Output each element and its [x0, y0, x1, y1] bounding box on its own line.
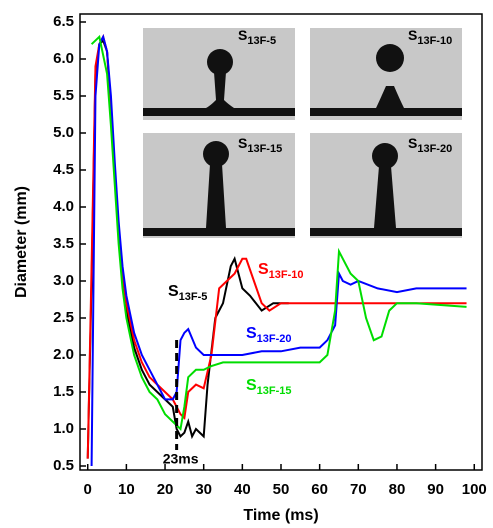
x-tick-label: 0 [84, 481, 92, 498]
x-tick-label: 60 [311, 481, 328, 498]
y-tick-label: 0.5 [53, 457, 74, 474]
x-axis-label: Time (ms) [243, 507, 318, 524]
droplet [376, 44, 404, 72]
inset-label: S13F-10 [408, 27, 452, 47]
x-tick-label: 30 [195, 481, 212, 498]
x-tick-label: 90 [427, 481, 444, 498]
droplet [206, 72, 234, 108]
x-tick-label: 40 [234, 481, 251, 498]
substrate [143, 228, 295, 236]
y-tick-label: 1.5 [53, 383, 74, 400]
series-label: S13F-10 [258, 261, 304, 281]
y-tick-label: 6.0 [53, 50, 74, 67]
droplet [207, 49, 233, 75]
y-tick-label: 2.0 [53, 346, 74, 363]
substrate [310, 108, 462, 116]
substrate [143, 108, 295, 116]
series-line [90, 34, 467, 467]
x-tick-label: 100 [462, 481, 487, 498]
y-tick-label: 3.5 [53, 235, 74, 252]
x-tick-label: 20 [157, 481, 174, 498]
y-axis-label: Diameter (mm) [13, 186, 30, 298]
droplet [376, 86, 404, 108]
x-tick-label: 80 [389, 481, 406, 498]
insets [143, 28, 462, 238]
droplet [206, 164, 226, 228]
droplet [374, 166, 396, 228]
series-label: S13F-5 [168, 283, 207, 303]
y-tick-label: 1.0 [53, 420, 74, 437]
y-tick-label: 5.0 [53, 124, 74, 141]
x-tick-label: 50 [273, 481, 290, 498]
x-tick-label: 70 [350, 481, 367, 498]
inset-label: S13F-5 [238, 27, 276, 47]
substrate [310, 228, 462, 236]
droplet [203, 141, 229, 167]
y-tick-label: 4.5 [53, 161, 74, 178]
inset-label: S13F-20 [408, 135, 452, 155]
y-tick-label: 6.5 [53, 13, 74, 30]
y-tick-label: 4.0 [53, 198, 74, 215]
y-tick-label: 2.5 [53, 309, 74, 326]
series-line [90, 34, 467, 432]
y-tick-label: 5.5 [53, 87, 74, 104]
inset-label: S13F-15 [238, 135, 282, 155]
series-label: S13F-20 [246, 325, 292, 345]
series-label: S13F-15 [246, 377, 292, 397]
x-tick-label: 10 [118, 481, 135, 498]
y-tick-label: 3.0 [53, 272, 74, 289]
droplet [372, 143, 398, 169]
annotation-text: 23ms [163, 451, 199, 467]
